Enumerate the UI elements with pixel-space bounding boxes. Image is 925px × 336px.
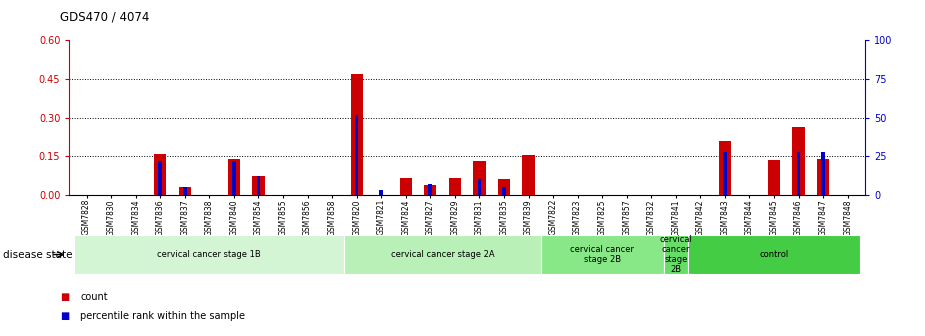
Text: ■: ■	[60, 292, 69, 302]
Bar	[688, 235, 860, 274]
Bar	[719, 141, 731, 195]
Bar	[183, 187, 187, 195]
Bar	[425, 184, 437, 195]
Bar	[817, 159, 830, 195]
Bar	[344, 235, 541, 274]
Text: control: control	[759, 250, 789, 259]
Bar	[253, 175, 265, 195]
Bar	[158, 161, 162, 195]
Bar	[498, 179, 510, 195]
Bar	[449, 178, 461, 195]
Text: cervical cancer stage 1B: cervical cancer stage 1B	[157, 250, 261, 259]
Bar	[723, 152, 727, 195]
Bar	[477, 179, 481, 195]
Bar	[256, 176, 260, 195]
Bar	[502, 187, 506, 195]
Text: percentile rank within the sample: percentile rank within the sample	[80, 311, 245, 321]
Bar	[793, 127, 805, 195]
Text: count: count	[80, 292, 108, 302]
Bar	[400, 178, 412, 195]
Text: cervical cancer stage 2A: cervical cancer stage 2A	[390, 250, 494, 259]
Bar	[232, 161, 236, 195]
Bar	[351, 74, 363, 195]
Bar	[474, 161, 486, 195]
Bar	[154, 155, 166, 195]
Bar	[541, 235, 663, 274]
Bar	[523, 155, 535, 195]
Bar	[663, 235, 688, 274]
Bar	[355, 115, 359, 195]
Bar	[768, 160, 780, 195]
Bar	[74, 235, 344, 274]
Text: GDS470 / 4074: GDS470 / 4074	[60, 10, 150, 23]
Bar	[379, 190, 383, 195]
Bar	[428, 184, 432, 195]
Bar	[796, 152, 800, 195]
Text: disease state: disease state	[3, 250, 72, 259]
Bar	[228, 159, 240, 195]
Bar	[179, 187, 191, 195]
Text: ■: ■	[60, 311, 69, 321]
Text: cervical
cancer
stage
2B: cervical cancer stage 2B	[660, 236, 692, 274]
Bar	[821, 152, 825, 195]
Text: cervical cancer
stage 2B: cervical cancer stage 2B	[570, 245, 635, 264]
